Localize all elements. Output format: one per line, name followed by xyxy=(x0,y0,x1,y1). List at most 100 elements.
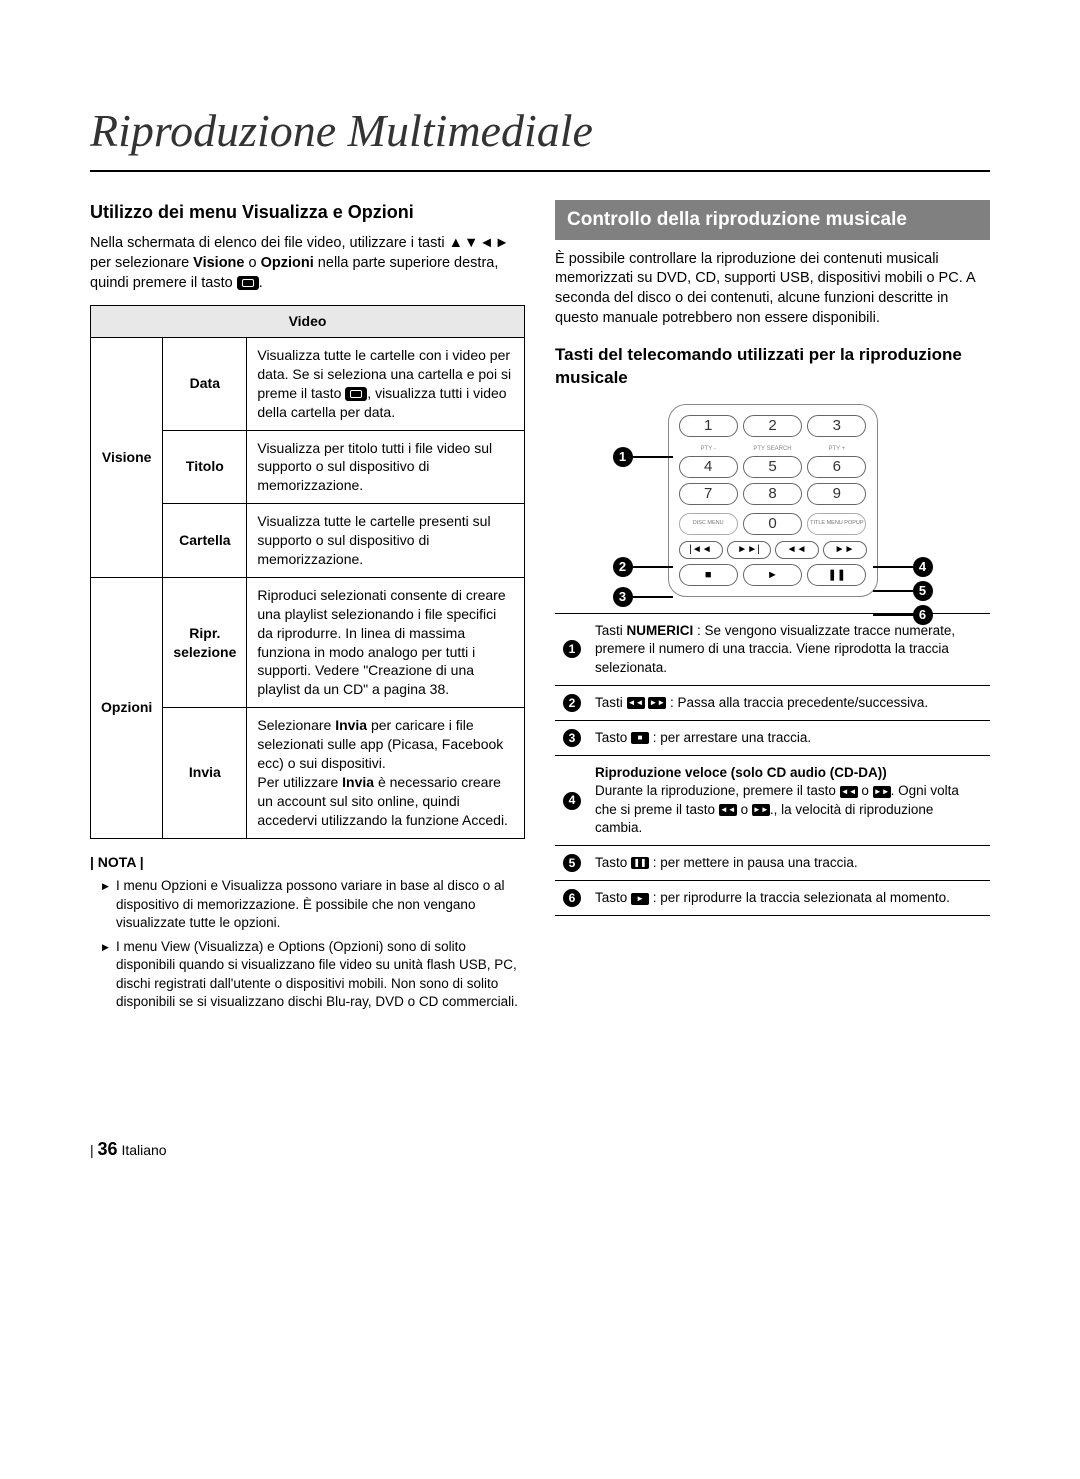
callout-line xyxy=(633,566,673,567)
remote-body: 1 2 3 PTY - PTY SEARCH PTY + 4 5 6 7 8 9 xyxy=(668,404,878,597)
rt-circ-2: 2 xyxy=(563,694,581,712)
enter-button-icon xyxy=(345,387,367,401)
intro-text-e: . xyxy=(259,275,263,291)
arrow-icons: ▲▼◄► xyxy=(449,235,510,251)
video-table-header: Video xyxy=(91,306,525,338)
desc-ripr: Riproduci selezionati consente di creare… xyxy=(247,577,525,707)
callout-6-num: 6 xyxy=(913,605,933,625)
intro-text-b: per selezionare xyxy=(90,255,193,271)
remote-num-8: 8 xyxy=(743,483,802,505)
callout-line xyxy=(873,566,913,567)
nota-item-1: I menu Opzioni e Visualizza possono vari… xyxy=(102,877,525,932)
remote-diagram: 1 2 3 PTY - PTY SEARCH PTY + 4 5 6 7 8 9 xyxy=(555,404,990,597)
callout-4: 4 xyxy=(873,557,933,577)
page-number: 36 xyxy=(98,1139,118,1159)
desc-invia-b2: Invia xyxy=(342,774,374,790)
left-column: Utilizzo dei menu Visualizza e Opzioni N… xyxy=(90,200,525,1017)
intro-bold-2: Opzioni xyxy=(261,255,314,271)
desc-titolo: Visualizza per titolo tutti i file video… xyxy=(247,430,525,504)
intro-text-c: o xyxy=(244,255,260,271)
remote-num-5: 5 xyxy=(743,456,802,478)
nota-item-2: I menu View (Visualizza) e Options (Opzi… xyxy=(102,938,525,1011)
nota-list: I menu Opzioni e Visualizza possono vari… xyxy=(90,877,525,1011)
desc-cartella: Visualizza tutte le cartelle presenti su… xyxy=(247,504,525,578)
callout-line xyxy=(633,596,673,597)
rt-num-2: 2 xyxy=(555,685,589,720)
content-columns: Utilizzo dei menu Visualizza e Opzioni N… xyxy=(90,200,990,1017)
right-column: Controllo della riproduzione musicale È … xyxy=(555,200,990,1017)
remote-play: ► xyxy=(743,564,802,586)
callout-5: 5 xyxy=(873,581,933,601)
remote-num-9: 9 xyxy=(807,483,866,505)
sub-data: Data xyxy=(163,337,247,430)
intro-bold-1: Visione xyxy=(193,255,244,271)
left-intro: Nella schermata di elenco dei file video… xyxy=(90,234,525,293)
remote-prev-track: |◄◄ xyxy=(679,541,723,559)
rt-num-6: 6 xyxy=(555,881,589,916)
remote-stop: ■ xyxy=(679,564,738,586)
remote-num-1: 1 xyxy=(679,415,738,437)
callout-line xyxy=(633,456,673,457)
remote-num-4: 4 xyxy=(679,456,738,478)
rt-num-3: 3 xyxy=(555,720,589,755)
page-footer: | 36 Italiano xyxy=(90,1137,990,1161)
title-menu-label: TITLE MENU POPUP xyxy=(807,513,866,535)
rt-desc-2: Tasti ◄◄ ►► : Passa alla traccia precede… xyxy=(589,685,990,720)
rt-desc-5: Tasto ❚❚ : per mettere in pausa una trac… xyxy=(589,846,990,881)
cat-visione: Visione xyxy=(91,337,163,577)
enter-button-icon xyxy=(237,276,259,290)
desc-data: Visualizza tutte le cartelle con i video… xyxy=(247,337,525,430)
sub-titolo: Titolo xyxy=(163,430,247,504)
desc-invia: Selezionare Invia per caricare i file se… xyxy=(247,708,525,838)
nota-label: | NOTA | xyxy=(90,853,525,872)
pty-search-label: PTY SEARCH xyxy=(743,445,802,453)
rt-desc-4: Riproduzione veloce (solo CD audio (CD-D… xyxy=(589,756,990,846)
callout-2: 2 xyxy=(613,557,673,577)
callout-1-num: 1 xyxy=(613,447,633,467)
remote-fastfwd: ►► xyxy=(823,541,867,559)
rt-desc-3: Tasto ■ : per arrestare una traccia. xyxy=(589,720,990,755)
sub-ripr: Ripr. selezione xyxy=(163,577,247,707)
sub-cartella: Cartella xyxy=(163,504,247,578)
callout-3: 3 xyxy=(613,587,673,607)
callout-4-num: 4 xyxy=(913,557,933,577)
page-lang: Italiano xyxy=(121,1142,166,1158)
remote-num-3: 3 xyxy=(807,415,866,437)
remote-table: 1Tasti NUMERICI : Se vengono visualizzat… xyxy=(555,613,990,916)
cat-opzioni: Opzioni xyxy=(91,577,163,838)
left-heading: Utilizzo dei menu Visualizza e Opzioni xyxy=(90,200,525,224)
pty-plus-label: PTY + xyxy=(807,445,866,453)
remote-num-2: 2 xyxy=(743,415,802,437)
rt-circ-6: 6 xyxy=(563,889,581,907)
sub-invia: Invia xyxy=(163,708,247,838)
callout-6: 6 xyxy=(873,605,933,625)
pty-minus-label: PTY - xyxy=(679,445,738,453)
right-intro: È possibile controllare la riproduzione … xyxy=(555,250,990,328)
disc-menu-label: DISC MENU xyxy=(679,513,738,535)
rt-num-4: 4 xyxy=(555,756,589,846)
desc-invia-b1: Invia xyxy=(335,717,367,733)
rt-circ-5: 5 xyxy=(563,854,581,872)
callout-line xyxy=(873,590,913,591)
remote-num-7: 7 xyxy=(679,483,738,505)
video-table: Video Visione Data Visualizza tutte le c… xyxy=(90,305,525,838)
desc-invia-a: Selezionare xyxy=(257,717,335,733)
remote-rewind: ◄◄ xyxy=(775,541,819,559)
rt-circ-4: 4 xyxy=(563,792,581,810)
rt-desc-6: Tasto ► : per riprodurre la traccia sele… xyxy=(589,881,990,916)
section-title-box: Controllo della riproduzione musicale xyxy=(555,200,990,240)
intro-text-a: Nella schermata di elenco dei file video… xyxy=(90,235,449,251)
callout-line xyxy=(873,614,913,615)
remote-num-6: 6 xyxy=(807,456,866,478)
remote-next-track: ►►| xyxy=(727,541,771,559)
rt-num-1: 1 xyxy=(555,614,589,686)
callout-3-num: 3 xyxy=(613,587,633,607)
right-subheading: Tasti del telecomando utilizzati per la … xyxy=(555,344,990,390)
page-title: Riproduzione Multimediale xyxy=(90,100,990,172)
rt-circ-1: 1 xyxy=(563,640,581,658)
remote-pause: ❚❚ xyxy=(807,564,866,586)
callout-5-num: 5 xyxy=(913,581,933,601)
rt-num-5: 5 xyxy=(555,846,589,881)
rt-circ-3: 3 xyxy=(563,729,581,747)
callout-2-num: 2 xyxy=(613,557,633,577)
